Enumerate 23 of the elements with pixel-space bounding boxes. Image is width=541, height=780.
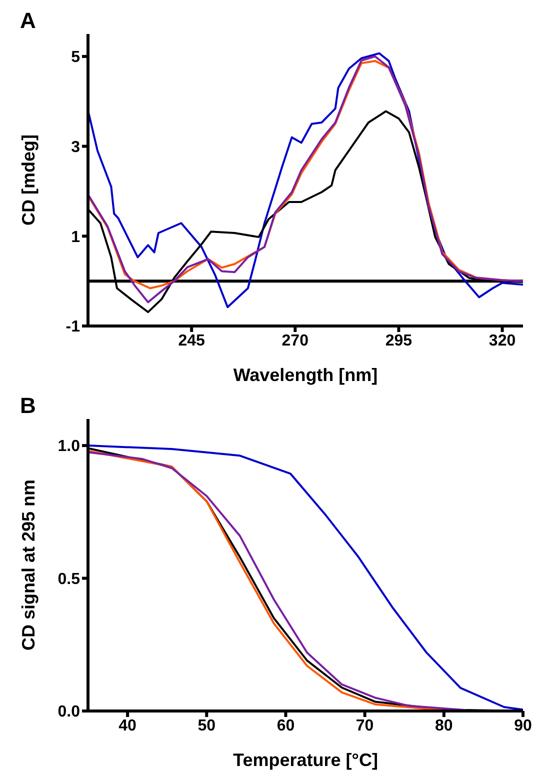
y-tick-label: 3 — [71, 138, 80, 156]
x-axis-title: Wavelength [nm] — [233, 365, 378, 385]
x-tick-label: 90 — [514, 717, 532, 734]
chart-title: A — [20, 8, 36, 34]
x-tick-label: 60 — [276, 717, 295, 734]
y-tick-label: 1.0 — [58, 438, 80, 456]
x-tick-label: 40 — [118, 717, 137, 734]
chart-title: B — [20, 393, 36, 419]
y-axis-title: CD [mdeg] — [18, 134, 38, 226]
y-tick-label: 0.0 — [58, 704, 80, 721]
y-tick-label: -1 — [66, 318, 80, 336]
x-tick-label: 270 — [282, 332, 309, 350]
x-tick-label: 245 — [178, 332, 206, 350]
y-tick-label: 1 — [71, 228, 80, 246]
x-tick-label: 295 — [385, 332, 412, 350]
x-tick-label: 80 — [435, 717, 453, 734]
x-tick-label: 70 — [356, 717, 374, 734]
y-tick-label: 5 — [71, 49, 80, 66]
y-tick-label: 0.5 — [58, 570, 80, 588]
y-axis-title: CD signal at 295 nm — [18, 479, 38, 651]
x-tick-label: 50 — [198, 717, 216, 734]
x-tick-label: 320 — [488, 332, 516, 350]
x-axis-title: Temperature [°C] — [233, 750, 378, 770]
